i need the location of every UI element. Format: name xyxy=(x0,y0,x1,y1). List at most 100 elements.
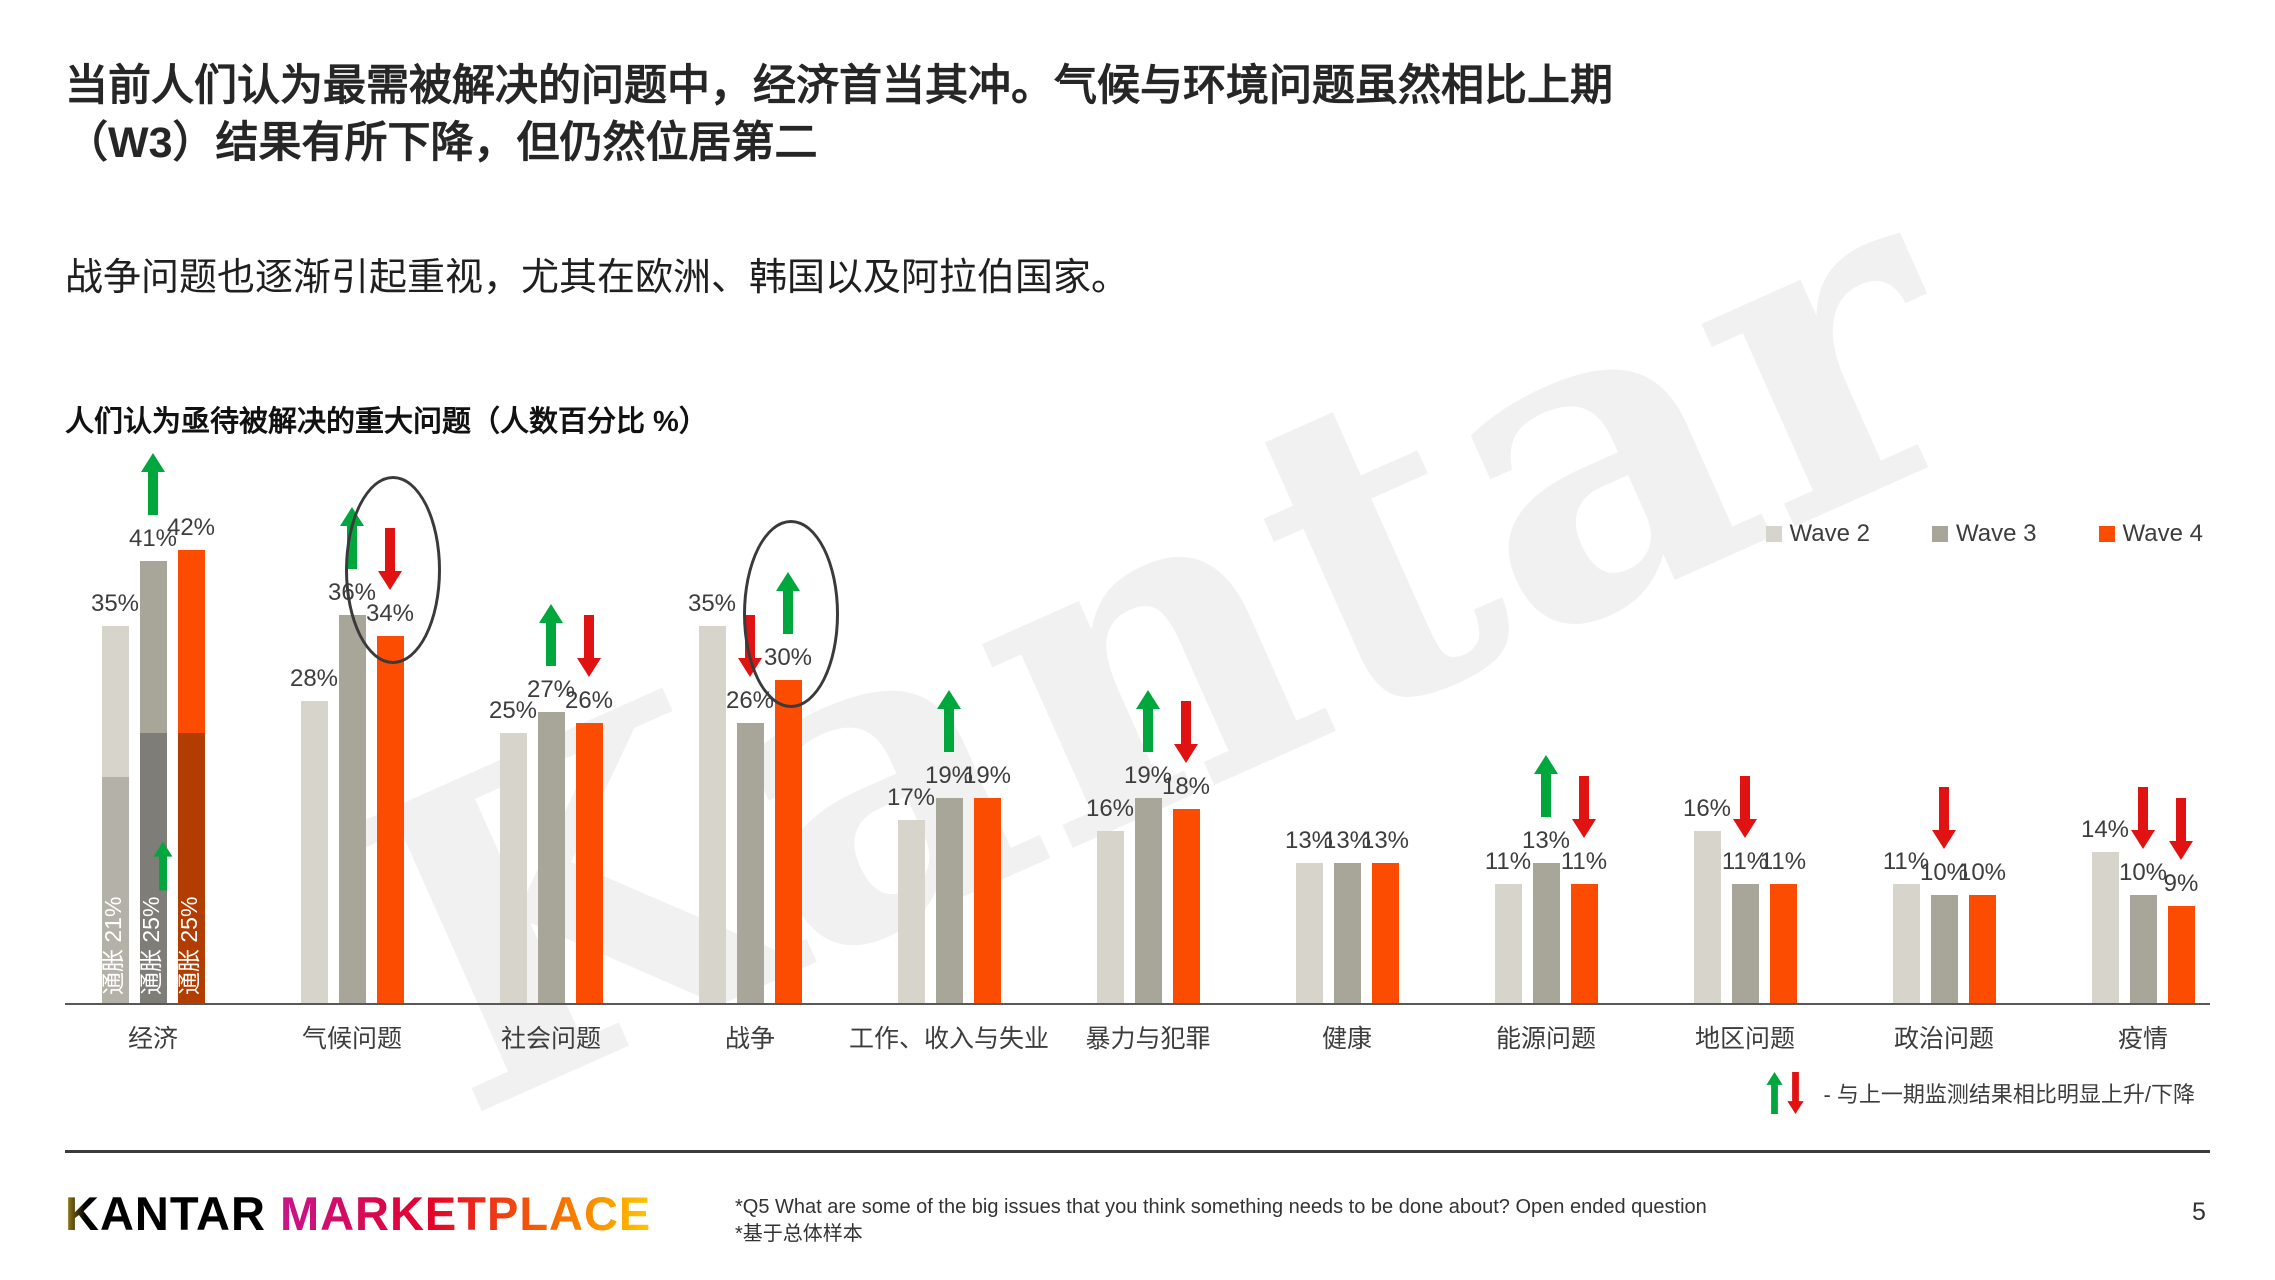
bar-value-label: 35% xyxy=(687,590,737,617)
marketplace-logo: MARKETPLACE xyxy=(279,1187,652,1240)
legend-swatch xyxy=(1932,526,1949,542)
change-down-arrow-icon xyxy=(1174,701,1198,763)
bar: 通胀 25% 42% xyxy=(153,514,215,1003)
category-label: 战争 xyxy=(724,1025,776,1053)
bar-value-label: 10% xyxy=(1919,859,1969,886)
slide-subtitle: 战争问题也逐渐引起重视，尤其在欧洲、韩国以及阿拉伯国家。 xyxy=(65,257,1130,299)
category-label: 地区问题 xyxy=(1694,1025,1796,1053)
highlight-ellipse xyxy=(743,520,839,708)
inflation-segment xyxy=(101,777,129,1003)
category-label: 能源问题 xyxy=(1495,1025,1597,1053)
bar-group: 16% 11% 11% 地区问题 xyxy=(1680,543,1810,1053)
change-down-arrow-icon xyxy=(577,615,601,677)
bar: 17% xyxy=(887,784,935,1003)
chart-title: 人们认为亟待被解决的重大问题（人数百分比 %） xyxy=(65,406,708,438)
bar: 13% xyxy=(1522,755,1570,1003)
change-down-arrow xyxy=(1930,787,1958,849)
bar: 10% xyxy=(2119,787,2167,1003)
change-up-arrow-icon xyxy=(1534,755,1558,817)
legend-label: Wave 4 xyxy=(2122,520,2203,547)
bar-group: 通胀 21% 35% 通胀 25% 41% 通胀 25% 42% 经济 xyxy=(88,453,218,1053)
bar: 16% xyxy=(1086,795,1134,1003)
change-up-arrow xyxy=(1532,755,1560,817)
change-up-arrow xyxy=(1134,690,1162,752)
bar: 25% xyxy=(489,697,537,1003)
bar: 11% xyxy=(1883,848,1929,1003)
bar: 19% xyxy=(1124,690,1172,1003)
bar-value-label: 19% xyxy=(962,762,1012,789)
legend-item: Wave 4 xyxy=(2098,520,2203,548)
bar-group: 35% 26% 30% 战争 xyxy=(685,520,839,1053)
bar-value-label: 18% xyxy=(1161,773,1211,800)
change-down-arrow-icon xyxy=(1572,776,1596,838)
kantar-logo: KANTAR xyxy=(65,1187,266,1240)
arrow-note-icons xyxy=(1765,1072,1805,1114)
bar-group: 25% 27% 26% 社会问题 xyxy=(486,543,616,1053)
bar: 10% xyxy=(1920,787,1968,1003)
bar-value-label: 11% xyxy=(1721,848,1769,875)
change-up-arrow-icon xyxy=(539,604,563,666)
bar-value-label: 42% xyxy=(166,514,216,541)
title-line-1: 当前人们认为最需被解决的问题中，经济首当其冲。气候与环境问题虽然相比上期 xyxy=(65,62,1613,110)
bar: 28% xyxy=(290,665,338,1003)
footnote-line-1: *Q5 What are some of the big issues that… xyxy=(735,1196,1707,1218)
bar-value-label: 16% xyxy=(1085,795,1135,822)
category-label: 政治问题 xyxy=(1893,1025,1995,1053)
slide-title: 当前人们认为最需被解决的问题中，经济首当其冲。气候与环境问题虽然相比上期 （W3）… xyxy=(65,58,2185,172)
bar: 10% xyxy=(1958,859,2006,1003)
legend-item: Wave 2 xyxy=(1765,520,1870,548)
inflation-label: 通胀 21% xyxy=(100,896,126,995)
bar: 30% xyxy=(743,520,839,1003)
change-up-arrow-icon xyxy=(1136,690,1160,752)
bar-group: 17% 19% 19% 工作、收入与失业 xyxy=(849,543,1049,1053)
bar-value-label: 10% xyxy=(2118,859,2168,886)
legend-swatch xyxy=(2098,526,2115,542)
bar: 通胀 25% 41% xyxy=(129,453,177,1003)
bar: 19% xyxy=(963,762,1011,1003)
change-down-arrow xyxy=(2167,798,2195,860)
bar-value-label: 13% xyxy=(1322,827,1372,854)
category-label: 工作、收入与失业 xyxy=(848,1025,1050,1053)
bar-value-label: 17% xyxy=(886,784,936,811)
bar-value-label: 11% xyxy=(1484,848,1532,875)
change-down-arrow xyxy=(1172,701,1200,763)
bar: 34% xyxy=(345,476,441,1003)
change-down-arrow-icon xyxy=(1932,787,1956,849)
legend-swatch xyxy=(1765,526,1782,542)
footnote-line-2: *基于总体样本 xyxy=(735,1223,863,1245)
bar-value-label: 13% xyxy=(1521,827,1571,854)
bar: 13% xyxy=(1323,827,1371,1003)
legend-label: Wave 3 xyxy=(1956,520,2037,547)
legend-item: Wave 3 xyxy=(1932,520,2037,548)
arrow-note-text: - 与上一期监测结果相比明显上升/下降 xyxy=(1823,1082,2195,1107)
bar-value-label: 19% xyxy=(1123,762,1173,789)
bar: 11% xyxy=(1485,848,1531,1003)
bar-group: 16% 19% 18% 暴力与犯罪 xyxy=(1083,543,1213,1053)
bar: 27% xyxy=(527,604,575,1003)
bar: 26% xyxy=(565,615,613,1003)
bar: 36% xyxy=(328,507,376,1003)
kantar-marketplace-logo: KANTAR MARKETPLACE xyxy=(65,1186,651,1241)
bar: 18% xyxy=(1162,701,1210,1003)
category-label: 社会问题 xyxy=(500,1025,602,1053)
bar-value-label: 11% xyxy=(1882,848,1930,875)
x-axis-line xyxy=(65,1003,2210,1005)
change-down-arrow-icon xyxy=(1733,776,1757,838)
category-label: 健康 xyxy=(1321,1025,1373,1053)
bar-value-label: 9% xyxy=(2163,870,2199,897)
bar-value-label: 26% xyxy=(564,687,614,714)
bar-group: 14% 10% 9% 疫情 xyxy=(2078,543,2208,1053)
footnote: *Q5 What are some of the big issues that… xyxy=(735,1194,1707,1248)
bar-group: 11% 13% 11% 能源问题 xyxy=(1481,543,1611,1053)
change-down-arrow-icon xyxy=(1787,1072,1805,1114)
bar-value-label: 10% xyxy=(1957,859,2007,886)
bar: 9% xyxy=(2164,798,2198,1003)
change-up-arrow xyxy=(537,604,565,666)
bar-value-label: 19% xyxy=(924,762,974,789)
bar-value-label: 11% xyxy=(1759,848,1807,875)
bar-value-label: 14% xyxy=(2080,816,2130,843)
bar-value-label: 35% xyxy=(90,590,140,617)
bar: 35% xyxy=(688,590,736,1003)
bar: 11% xyxy=(1760,848,1806,1003)
